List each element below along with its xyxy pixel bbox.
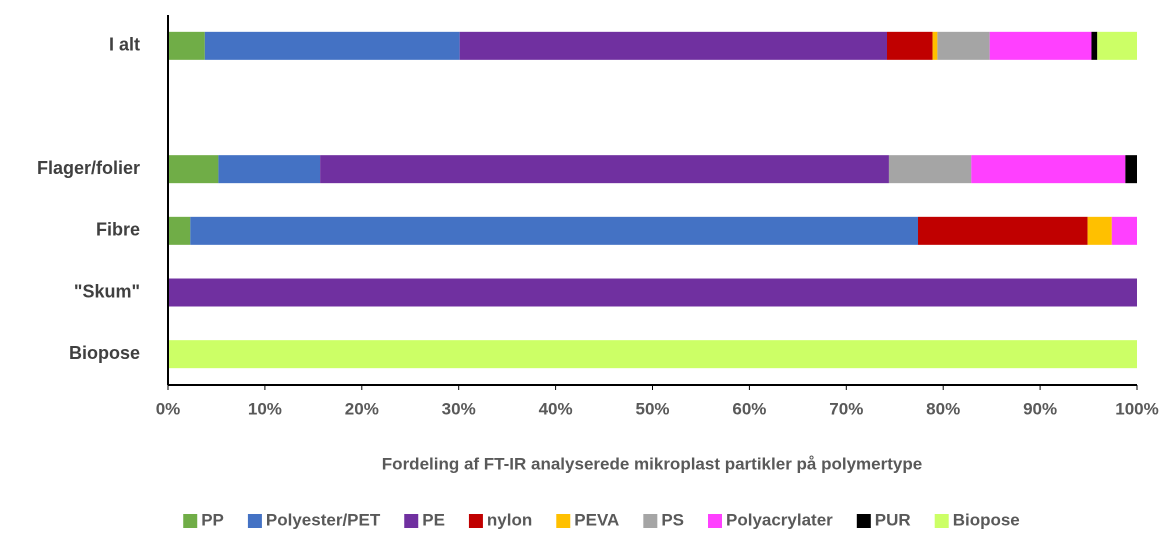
- bar-segment: [204, 31, 460, 60]
- x-tick-label: 50%: [635, 399, 669, 418]
- legend-swatch: [934, 514, 949, 528]
- legend-swatch: [643, 514, 658, 528]
- legend-swatch: [247, 514, 262, 528]
- y-tick-label: Biopose: [69, 343, 140, 363]
- legend-label: Polyacrylater: [726, 510, 833, 529]
- legend-swatch: [468, 514, 483, 528]
- legend-label: PUR: [875, 510, 911, 529]
- legend-swatch: [856, 514, 871, 528]
- x-tick-label: 90%: [1023, 399, 1057, 418]
- x-tick-label: 20%: [345, 399, 379, 418]
- legend-label: PE: [422, 510, 445, 529]
- bar-segment: [320, 155, 889, 184]
- y-tick-label: Flager/folier: [37, 158, 140, 178]
- bar-segment: [190, 216, 919, 245]
- bar-segment: [1091, 31, 1098, 60]
- bar-segment: [918, 216, 1088, 245]
- y-tick-label: I alt: [109, 35, 140, 55]
- bar-segment: [932, 31, 938, 60]
- legend-swatch: [556, 514, 571, 528]
- x-tick-label: 100%: [1115, 399, 1158, 418]
- legend-label: nylon: [487, 510, 532, 529]
- bar-segment: [886, 31, 933, 60]
- x-tick-label: 30%: [442, 399, 476, 418]
- bar-segment: [971, 155, 1126, 184]
- x-tick-label: 80%: [926, 399, 960, 418]
- bar-segment: [168, 278, 1137, 307]
- legend-swatch: [183, 514, 198, 528]
- bar-segment: [168, 340, 1137, 369]
- x-tick-label: 0%: [156, 399, 181, 418]
- bar-segment: [1097, 31, 1137, 60]
- x-axis-title: Fordeling af FT-IR analyserede mikroplas…: [382, 454, 922, 473]
- x-tick-label: 70%: [829, 399, 863, 418]
- bar-segment: [1087, 216, 1112, 245]
- legend-label: PS: [661, 510, 684, 529]
- bar-segment: [218, 155, 321, 184]
- x-tick-label: 10%: [248, 399, 282, 418]
- bar-segment: [168, 31, 205, 60]
- legend-swatch: [404, 514, 419, 528]
- bar-segment: [989, 31, 1092, 60]
- bar-segment: [168, 155, 219, 184]
- bar-segment: [1111, 216, 1137, 245]
- legend-swatch: [708, 514, 723, 528]
- bar-segment: [1125, 155, 1137, 184]
- legend-label: PP: [201, 510, 224, 529]
- bar-segment: [937, 31, 990, 60]
- y-tick-label: "Skum": [74, 281, 140, 301]
- x-tick-label: 60%: [732, 399, 766, 418]
- legend-label: PEVA: [574, 510, 619, 529]
- y-tick-label: Fibre: [96, 220, 140, 240]
- x-tick-label: 40%: [539, 399, 573, 418]
- bar-segment: [888, 155, 972, 184]
- legend-label: Biopose: [953, 510, 1020, 529]
- bar-segment: [459, 31, 887, 60]
- bar-segment: [168, 216, 191, 245]
- legend-label: Polyester/PET: [266, 510, 381, 529]
